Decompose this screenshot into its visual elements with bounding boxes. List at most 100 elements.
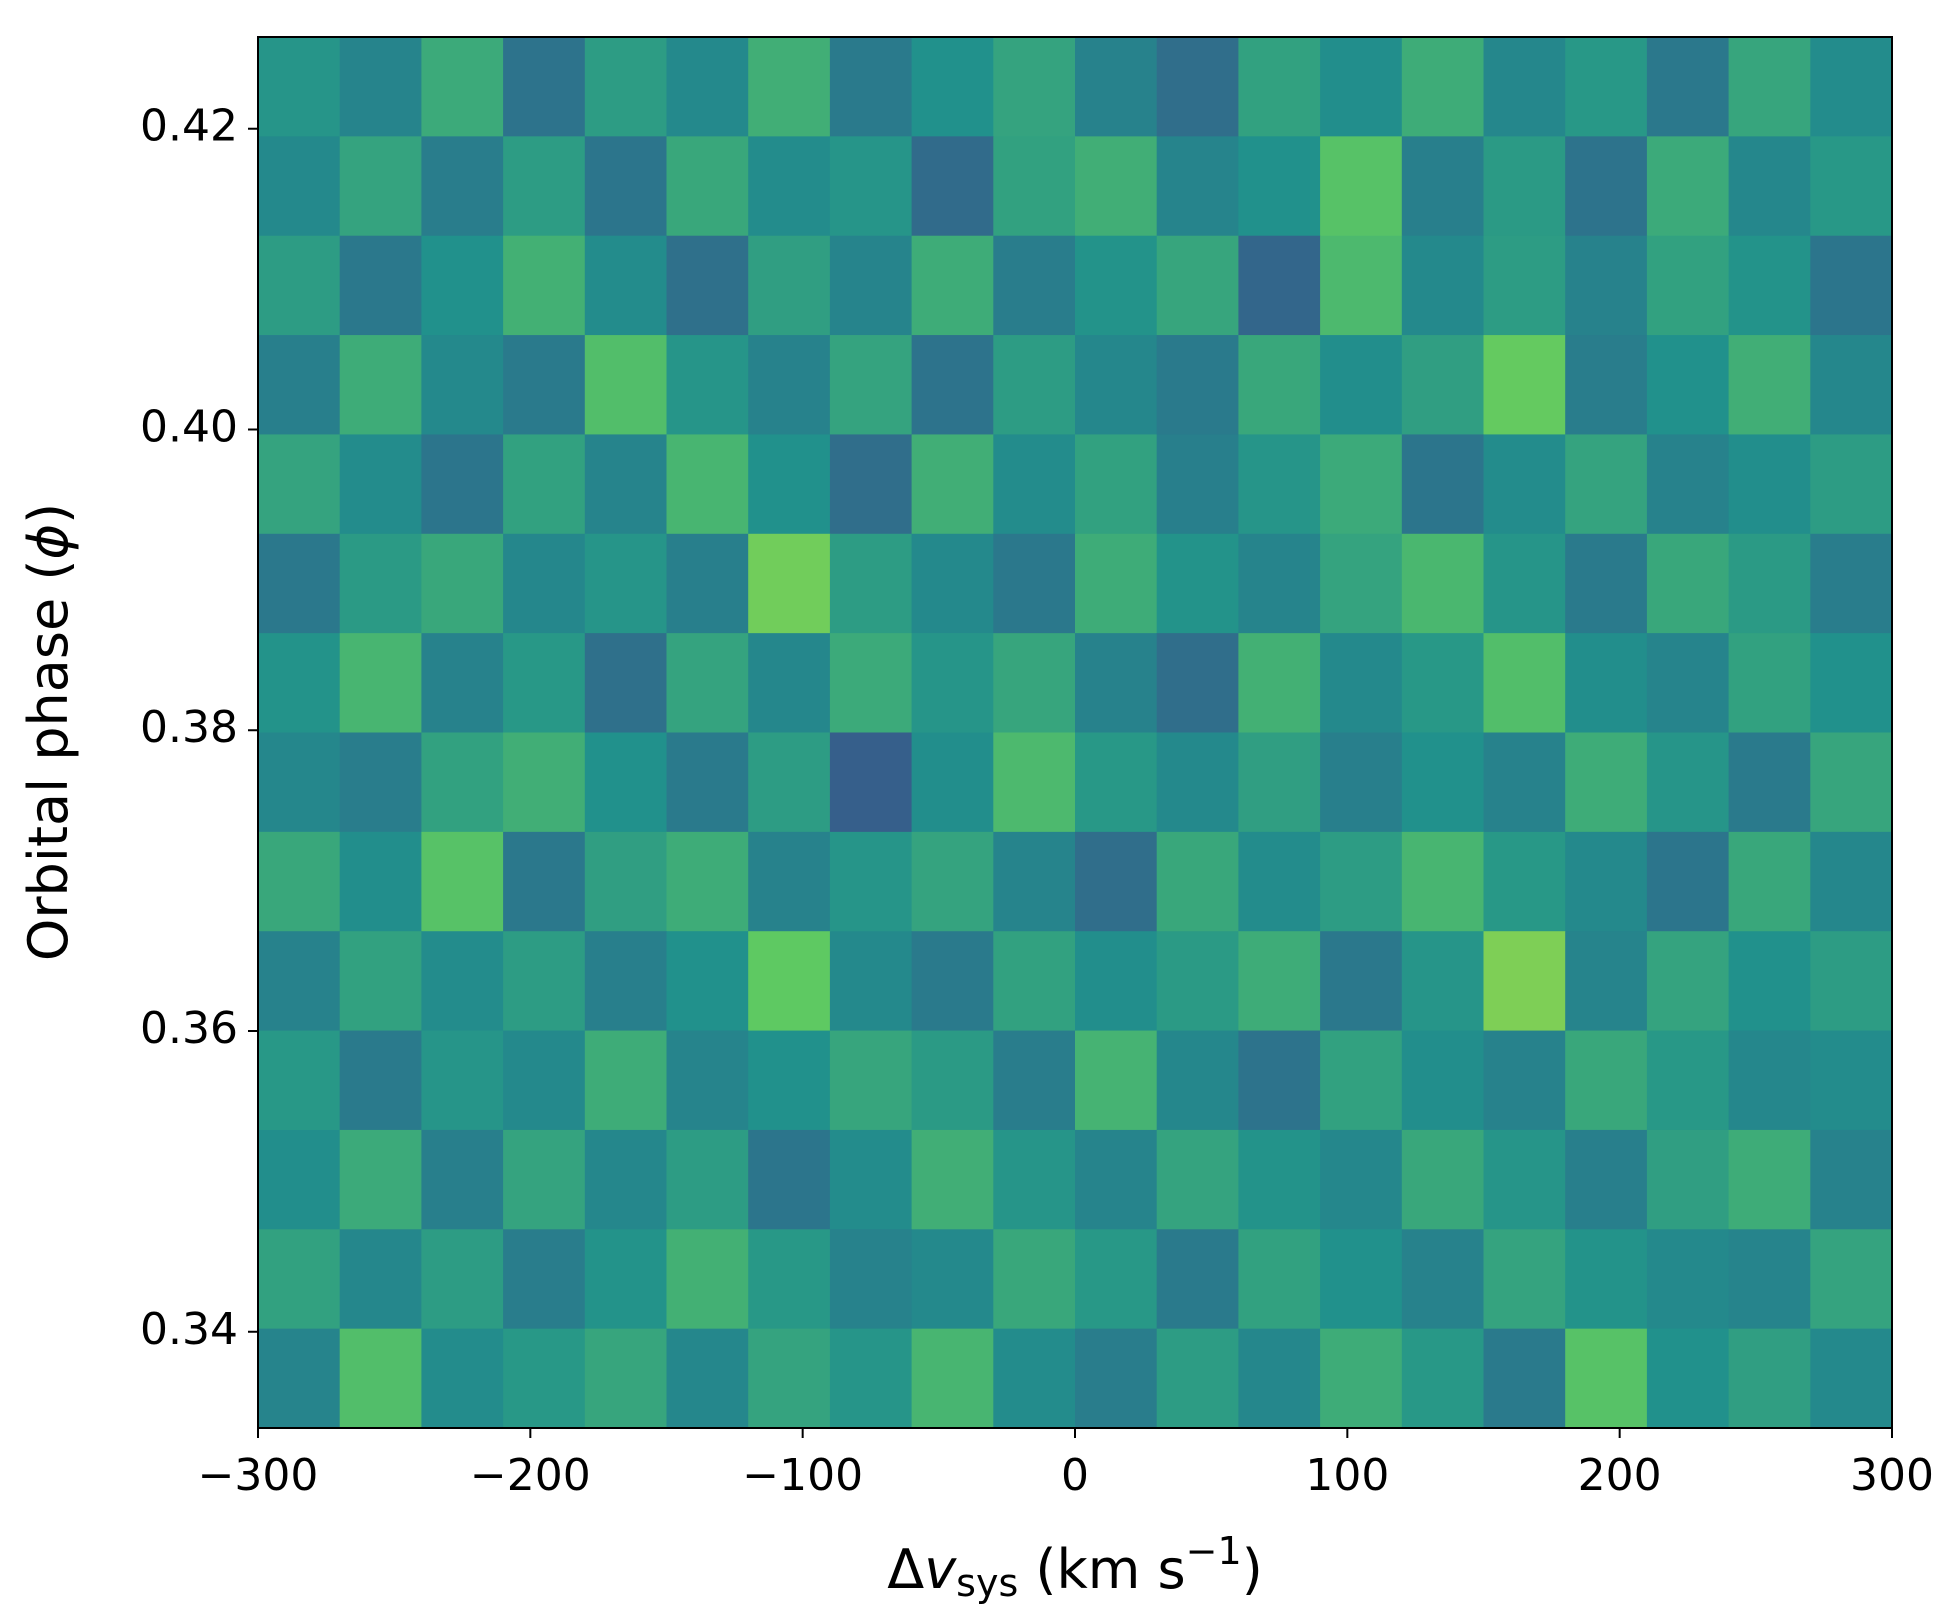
heatmap-cell (584, 533, 667, 634)
heatmap-cell (1075, 1229, 1158, 1330)
heatmap-cell (829, 931, 913, 1032)
heatmap-cell (1483, 831, 1566, 932)
heatmap-cell (1156, 732, 1239, 833)
heatmap-cell (1075, 633, 1158, 733)
heatmap-cell (339, 37, 422, 137)
heatmap-cell (1646, 1129, 1730, 1230)
x-label-part: ) (1242, 1538, 1263, 1601)
heatmap-cell (1728, 1030, 1811, 1131)
heatmap-cell (1565, 1229, 1648, 1330)
heatmap-cell (1320, 1030, 1403, 1131)
heatmap-cell (258, 1129, 341, 1230)
heatmap-cell (748, 37, 831, 137)
heatmap-cell (421, 831, 504, 932)
heatmap-cell (1810, 1229, 1893, 1330)
heatmap-cell (339, 732, 422, 833)
heatmap-cell (1483, 1129, 1566, 1230)
heatmap-cell (666, 335, 749, 435)
heatmap-cell (666, 931, 749, 1032)
heatmap-cell (339, 1129, 422, 1230)
heatmap-cell (584, 931, 667, 1032)
heatmap-cell (421, 1129, 504, 1230)
heatmap-cell (829, 533, 913, 634)
heatmap-cell (1238, 1030, 1321, 1131)
heatmap-cell (339, 235, 422, 336)
heatmap-cell (1728, 831, 1811, 932)
heatmap-cell (503, 1030, 586, 1131)
heatmap-cell (1156, 1030, 1239, 1131)
heatmap-cell (503, 434, 586, 535)
y-tick-label: 0.40 (140, 401, 238, 452)
heatmap-cell (1565, 434, 1648, 535)
x-tick-label: 200 (1578, 1450, 1662, 1501)
heatmap-cell (1646, 831, 1730, 932)
heatmap-cell (1156, 37, 1239, 137)
heatmap-cell (584, 1030, 667, 1131)
heatmap-cell (1075, 335, 1158, 435)
heatmap-cell (1401, 136, 1484, 237)
heatmap-cell (1728, 1328, 1811, 1429)
heatmap-cell (1238, 136, 1321, 237)
heatmap-cell (421, 235, 504, 336)
heatmap-cell (666, 235, 749, 336)
heatmap-cell (1728, 732, 1811, 833)
heatmap-cell (1320, 633, 1403, 733)
heatmap-cell (503, 1129, 586, 1230)
heatmap-cell (1075, 931, 1158, 1032)
y-label-part: ϕ (17, 524, 80, 560)
heatmap-cell (666, 136, 749, 237)
heatmap-cell (258, 732, 341, 833)
heatmap-cell (1483, 136, 1566, 237)
heatmap-cell (1401, 1328, 1484, 1429)
heatmap-cell (1401, 931, 1484, 1032)
heatmap-cell (911, 732, 994, 833)
heatmap-cell (1238, 931, 1321, 1032)
heatmap-cell (993, 533, 1076, 634)
heatmap-cell (1646, 1229, 1730, 1330)
heatmap-cell (1810, 533, 1893, 634)
heatmap-cell (1156, 1229, 1239, 1330)
heatmap-cell (1075, 1328, 1158, 1429)
heatmap-cell (1646, 633, 1730, 733)
heatmap-cell (1401, 434, 1484, 535)
heatmap-cell (1156, 335, 1239, 435)
heatmap-cell (1728, 37, 1811, 137)
heatmap-cell (421, 434, 504, 535)
heatmap-cell (503, 831, 586, 932)
heatmap-cell (748, 633, 831, 733)
heatmap-cell (1238, 335, 1321, 435)
heatmap-cell (1238, 235, 1321, 336)
heatmap-cell (1483, 37, 1566, 137)
heatmap-cell (1565, 732, 1648, 833)
heatmap-cell (1646, 533, 1730, 634)
x-tick-label: 100 (1305, 1450, 1389, 1501)
heatmap-cell (911, 1030, 994, 1131)
heatmap-cell (258, 1328, 341, 1429)
heatmap-cell (1565, 37, 1648, 137)
heatmap-cell (421, 633, 504, 733)
heatmap-cell (911, 37, 994, 137)
heatmap-cell (748, 1129, 831, 1230)
heatmap-cell (748, 732, 831, 833)
heatmap-cell (1646, 37, 1730, 137)
heatmap-cell (258, 931, 341, 1032)
heatmap-cell (1565, 533, 1648, 634)
heatmap-cell (1156, 235, 1239, 336)
heatmap-cell (421, 37, 504, 137)
heatmap-cell (1320, 1328, 1403, 1429)
heatmap-cell (1075, 235, 1158, 336)
heatmap-cell (1565, 235, 1648, 336)
y-tick-label: 0.34 (140, 1304, 238, 1355)
heatmap-cell (1483, 533, 1566, 634)
heatmap-cell (503, 1229, 586, 1330)
heatmap-cell (829, 831, 913, 932)
heatmap-cell (748, 931, 831, 1032)
x-axis-label: Δvsys (km s−1) (887, 1529, 1263, 1605)
heatmap-cell (1483, 931, 1566, 1032)
heatmap-cell (1646, 335, 1730, 435)
heatmap-cell (829, 235, 913, 336)
heatmap-cell (1810, 732, 1893, 833)
x-tick-label: −100 (742, 1450, 863, 1501)
heatmap-cell (993, 335, 1076, 435)
heatmap-cell (993, 1129, 1076, 1230)
